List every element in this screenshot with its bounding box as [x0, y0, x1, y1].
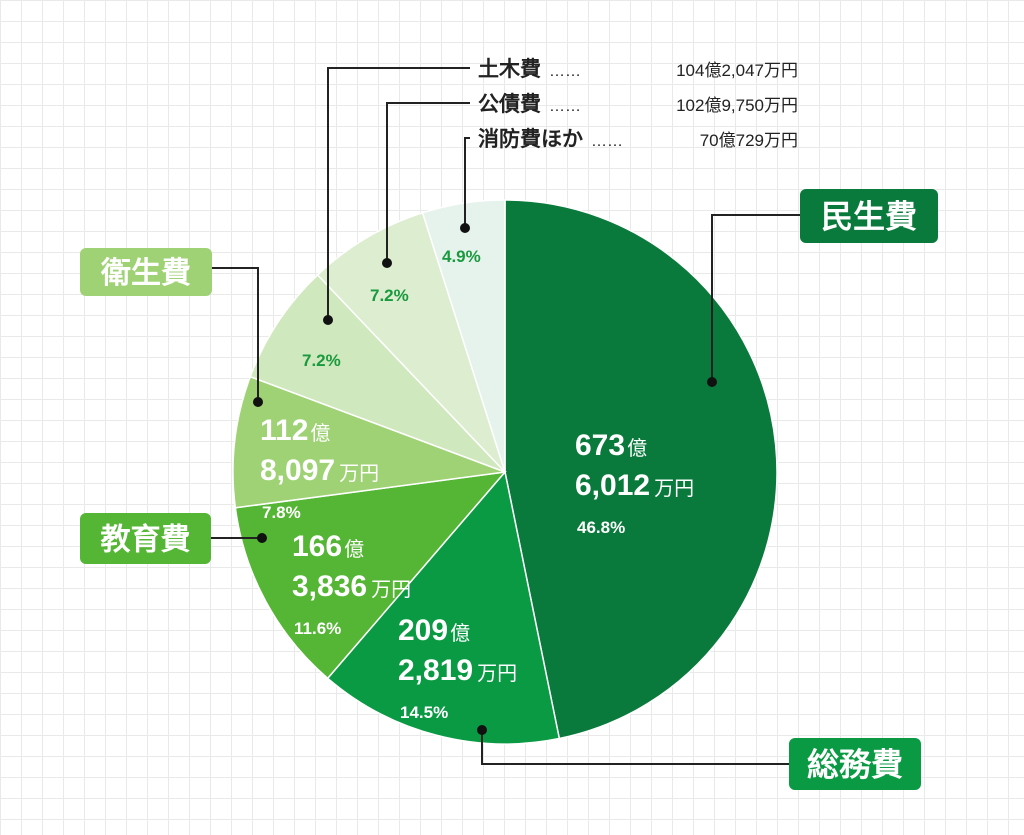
legend-name-5: 土木費	[478, 58, 541, 81]
leader-lines	[211, 67, 800, 765]
pie-slice-4	[232, 375, 506, 509]
pie-slice-5	[249, 273, 506, 473]
pie-slice-7	[421, 199, 506, 473]
leader-line-5-dot	[323, 315, 333, 325]
legend-amount-5: 104億2,047万円	[676, 61, 798, 80]
leader-line-4	[212, 267, 259, 402]
legend-name-7: 消防費ほか	[478, 127, 583, 151]
legend-name-6: 公債費	[478, 93, 541, 116]
slice-oku-2: 209 億	[398, 614, 470, 647]
category-label-2: 総務費	[807, 747, 903, 783]
leader-line-1	[711, 214, 800, 382]
category-label-4: 衛生費	[100, 257, 191, 290]
pie-slice-6	[316, 211, 506, 473]
pie-slice-2	[326, 470, 561, 745]
slice-percent-1: 46.8%	[577, 518, 625, 537]
category-label-3: 教育費	[101, 522, 191, 556]
leader-line-5	[327, 67, 470, 320]
leader-line-7	[464, 137, 470, 228]
category-box-bg-1	[800, 189, 938, 243]
pie-slice-1	[504, 199, 778, 740]
leader-line-3-dot	[257, 533, 267, 543]
slice-man-4: 8,097 万円	[260, 454, 379, 487]
pie-slice-3	[234, 470, 507, 680]
category-label-1: 民生費	[821, 199, 917, 235]
legend-dots-6: ……	[549, 98, 581, 115]
slice-man-2: 2,819 万円	[398, 654, 517, 687]
leader-line-6	[386, 102, 470, 263]
leader-line-7-dot	[460, 223, 470, 233]
legend-amount-6: 102億9,750万円	[676, 96, 798, 115]
category-box-bg-4	[80, 248, 212, 296]
slice-percent-5: 7.2%	[302, 351, 341, 370]
legend-dots-5: ……	[549, 63, 581, 80]
slice-percent-6: 7.2%	[370, 286, 409, 305]
leader-line-1-dot	[707, 377, 717, 387]
slice-percent-7: 4.9%	[442, 247, 481, 266]
leader-line-2-dot	[477, 725, 487, 735]
slice-percent-4: 7.8%	[262, 503, 301, 522]
leader-line-4-dot	[253, 397, 263, 407]
slice-percent-3: 11.6%	[294, 619, 341, 638]
legend-dots-7: ……	[591, 133, 623, 150]
category-box-bg-3	[80, 513, 211, 564]
slice-oku-4: 112 億	[260, 414, 330, 447]
slice-percent-2: 14.5%	[400, 703, 448, 722]
slice-man-3: 3,836 万円	[292, 570, 411, 603]
leader-line-2	[481, 730, 789, 765]
slice-labels: 673 億 6,012 万円 46.8% 209 億 2,819 万円 14.5% 166 億 3,83…	[260, 247, 694, 722]
slice-oku-3: 166 億	[292, 530, 364, 563]
legend-amount-7: 70億729万円	[700, 131, 798, 150]
slice-oku-1: 673 億	[575, 429, 647, 462]
category-box-bg-2	[789, 738, 921, 790]
pie-slices	[232, 199, 778, 745]
slice-man-1: 6,012 万円	[575, 469, 694, 502]
leader-line-6-dot	[382, 258, 392, 268]
